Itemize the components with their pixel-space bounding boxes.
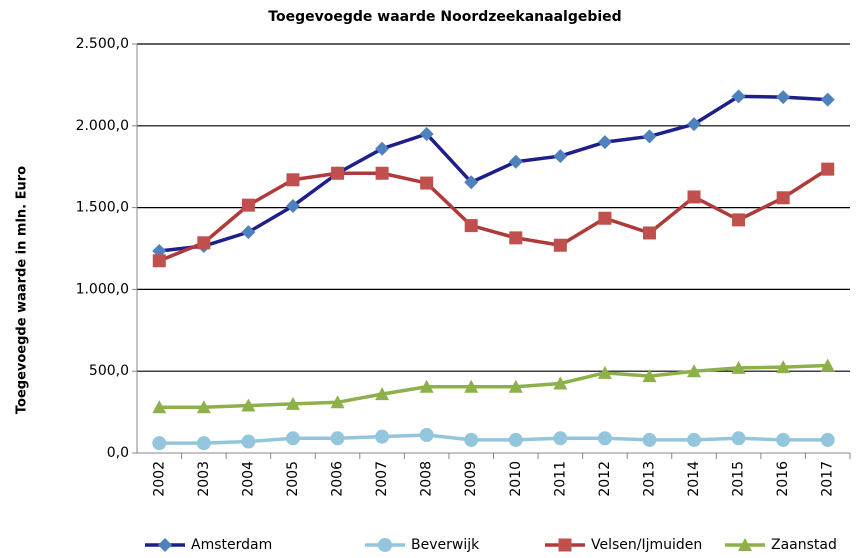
y-tick-label: 1.000,0 <box>76 281 129 297</box>
y-tick-label: 1.500,0 <box>76 200 129 216</box>
data-point <box>331 166 345 180</box>
data-point <box>241 398 256 412</box>
data-point <box>330 395 345 409</box>
data-point <box>241 225 256 240</box>
x-tick-label: 2010 <box>508 461 524 497</box>
data-point <box>553 431 568 446</box>
y-axis-title: Toegevoegde waarde in mln. Euro <box>15 166 30 414</box>
data-point <box>286 173 300 187</box>
legend-marker <box>158 538 172 552</box>
data-point <box>820 92 835 107</box>
data-point <box>330 431 345 446</box>
data-point <box>375 166 389 180</box>
x-tick-label: 2009 <box>463 461 479 497</box>
data-point <box>776 191 790 205</box>
data-point <box>642 432 657 447</box>
x-tick-label: 2004 <box>240 461 256 497</box>
x-tick-label: 2013 <box>641 461 657 497</box>
legend-label: Velsen/Ijmuiden <box>591 537 702 553</box>
data-point <box>731 360 746 374</box>
data-point <box>375 429 390 444</box>
x-tick-label: 2007 <box>374 461 390 497</box>
legend-marker <box>558 538 572 552</box>
data-point <box>597 365 612 379</box>
data-point <box>375 141 390 156</box>
x-tick-label: 2006 <box>330 461 346 497</box>
data-point <box>597 431 612 446</box>
data-point <box>820 358 835 372</box>
y-tick-label: 2.500,0 <box>76 36 129 52</box>
data-point <box>642 129 657 144</box>
data-point <box>776 90 791 105</box>
data-point <box>196 400 211 414</box>
x-tick-label: 2017 <box>820 461 836 497</box>
data-point <box>375 387 390 401</box>
data-point <box>820 432 835 447</box>
data-point <box>597 135 612 150</box>
data-point <box>152 243 167 258</box>
data-point <box>464 432 479 447</box>
data-point <box>687 117 702 132</box>
x-tick-label: 2014 <box>686 461 702 497</box>
data-point <box>731 89 746 104</box>
data-point <box>152 254 166 268</box>
data-point <box>197 236 211 250</box>
x-tick-label: 2005 <box>285 461 301 497</box>
data-point <box>642 226 656 240</box>
x-tick-label: 2012 <box>597 461 613 497</box>
data-point <box>731 431 746 446</box>
series-line <box>158 167 829 263</box>
x-tick-label: 2008 <box>419 461 435 497</box>
data-point <box>285 198 300 213</box>
data-point <box>241 198 255 212</box>
series-line <box>159 94 828 253</box>
legend-marker <box>738 538 752 551</box>
data-point <box>285 431 300 446</box>
data-point <box>732 213 746 227</box>
data-point <box>508 154 523 169</box>
data-point <box>508 379 523 393</box>
series-line <box>159 433 828 445</box>
legend-label: Amsterdam <box>191 537 272 553</box>
data-point <box>642 369 657 383</box>
data-point <box>509 231 523 245</box>
y-tick-label: 2.000,0 <box>76 118 129 134</box>
data-point <box>241 434 256 449</box>
x-tick-label: 2015 <box>731 461 747 497</box>
data-point <box>152 400 167 414</box>
data-point <box>464 175 479 190</box>
x-tick-label: 2011 <box>552 461 568 497</box>
data-point <box>687 432 702 447</box>
data-point <box>419 126 434 141</box>
legend-marker <box>378 538 392 552</box>
data-point <box>196 436 211 451</box>
y-tick-label: 500,0 <box>89 363 129 379</box>
y-tick-label: 0,0 <box>107 445 129 461</box>
data-point <box>687 190 701 204</box>
series-line <box>159 363 828 409</box>
data-point <box>598 211 612 225</box>
data-point <box>553 149 568 164</box>
data-point <box>464 379 479 393</box>
x-tick-label: 2003 <box>196 461 212 497</box>
legend-label: Zaanstad <box>771 537 837 553</box>
data-point <box>821 162 835 176</box>
data-point <box>419 379 434 393</box>
data-point <box>776 360 791 374</box>
data-point <box>553 376 568 390</box>
x-tick-label: 2002 <box>151 461 167 497</box>
data-point <box>419 428 434 443</box>
chart-title: Toegevoegde waarde Noordzeekanaalgebied <box>268 9 621 25</box>
legend-label: Beverwijk <box>411 537 480 553</box>
data-point <box>420 176 434 190</box>
data-point <box>553 238 567 252</box>
data-point <box>687 364 702 378</box>
data-point <box>285 396 300 410</box>
data-point <box>776 432 791 447</box>
data-point <box>464 219 478 233</box>
data-point <box>152 436 167 451</box>
data-point <box>508 432 523 447</box>
x-tick-label: 2016 <box>775 461 791 497</box>
